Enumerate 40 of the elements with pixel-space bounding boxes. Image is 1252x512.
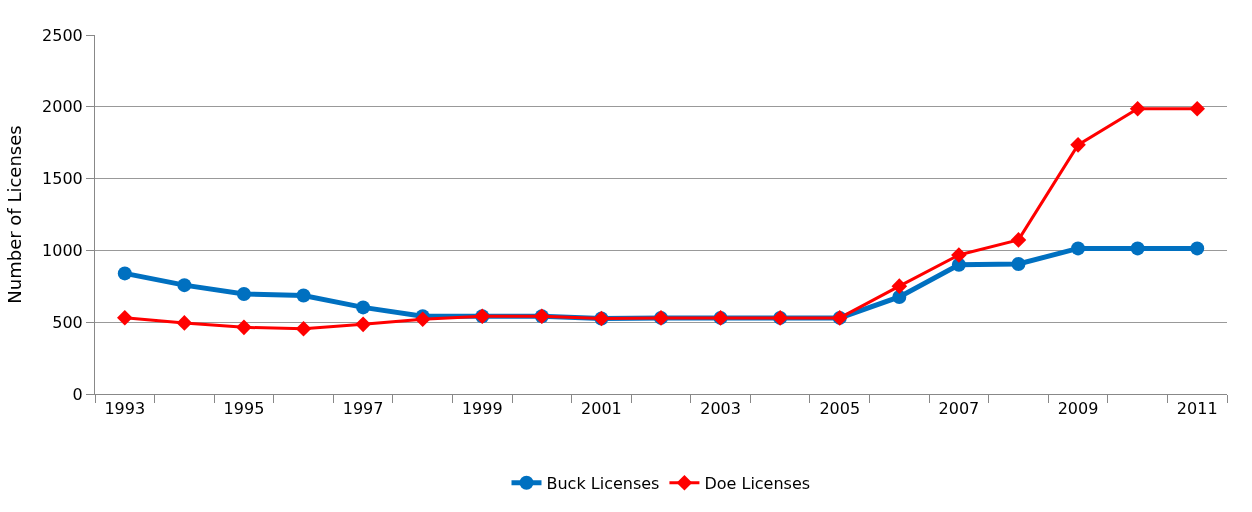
y-axis-title: Number of Licenses [4, 125, 26, 304]
x-tick-label: 2011 [1176, 399, 1218, 419]
x-tick-label: 1999 [461, 399, 503, 419]
point [891, 278, 908, 294]
x-tick-label: 2005 [819, 399, 861, 419]
x-tick-label: 1993 [104, 399, 146, 419]
y-tick-label: 500 [52, 312, 83, 332]
point [236, 319, 252, 336]
point [117, 266, 132, 281]
point [1130, 241, 1145, 256]
point [177, 278, 192, 293]
point [892, 289, 907, 304]
point [1129, 101, 1146, 117]
point [1010, 232, 1027, 248]
y-tick-label: 1500 [42, 169, 83, 189]
y-tick-label: 1000 [42, 241, 83, 260]
point [295, 321, 312, 337]
point [356, 300, 371, 315]
y-tick-label: 0 [72, 384, 83, 404]
point [116, 309, 133, 326]
point [1071, 241, 1086, 256]
x-tick-label: 2001 [581, 399, 622, 419]
legend-label: Doe Licenses [704, 473, 811, 493]
point [176, 315, 193, 331]
point [1189, 101, 1206, 117]
y-tick-label: 2500 [42, 25, 83, 45]
legend-label: Buck Licenses [546, 473, 660, 493]
point [1070, 137, 1086, 153]
x-tick-label: 2009 [1057, 399, 1099, 419]
x-tick-label: 2003 [700, 399, 741, 419]
point [1190, 241, 1205, 256]
y-tick-label: 2000 [42, 97, 83, 117]
point [1011, 257, 1026, 272]
point [951, 247, 967, 263]
point [355, 316, 371, 333]
x-tick-label: 2007 [938, 399, 980, 419]
x-tick-label: 1995 [223, 399, 265, 419]
point [236, 287, 251, 302]
x-tick-label: 1997 [342, 399, 384, 419]
point [296, 288, 311, 303]
